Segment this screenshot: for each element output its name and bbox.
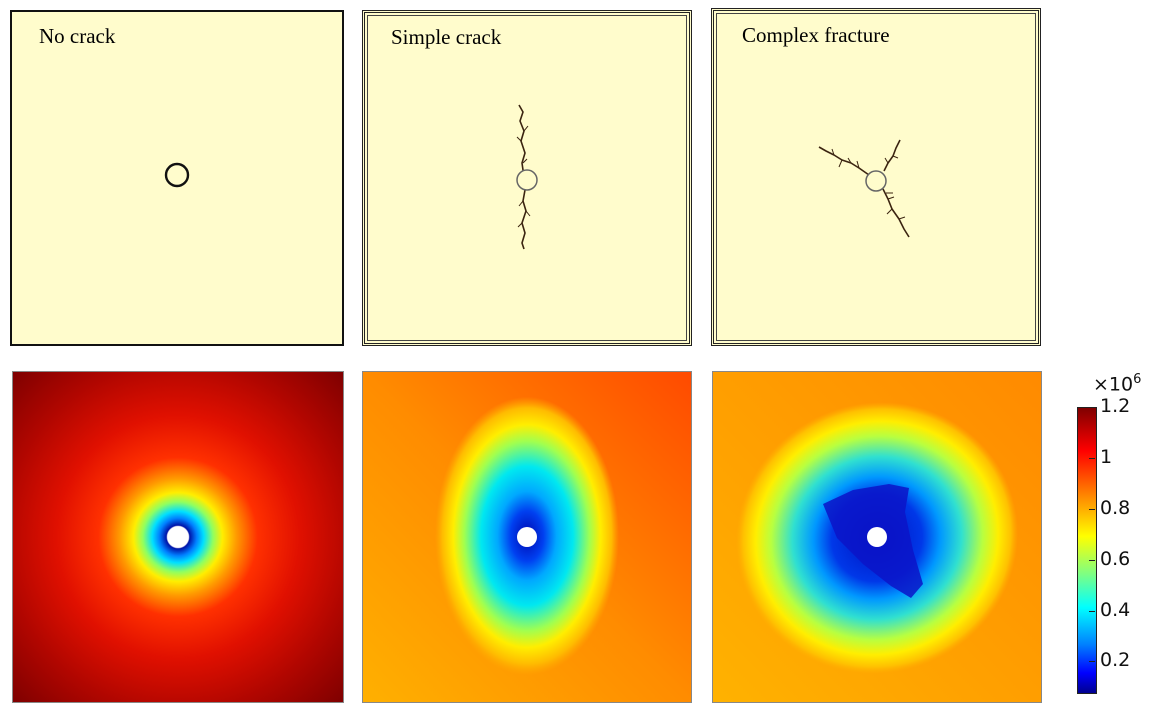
colorbar-tick-label: 0.8 xyxy=(1100,496,1131,519)
colorbar-multiplier: ×106 xyxy=(1093,372,1142,396)
borehole-circle xyxy=(164,162,190,188)
crack-lower-right xyxy=(882,188,910,238)
stress-map-simple-crack xyxy=(362,371,692,703)
simple-crack-diagram xyxy=(516,104,538,250)
stress-map-no-crack xyxy=(12,371,344,703)
crack-upper xyxy=(518,104,526,178)
borehole xyxy=(168,527,188,547)
complex-fracture-diagram xyxy=(818,139,910,238)
colorbar-tick-label: 0.6 xyxy=(1100,547,1131,570)
colorbar-tick-label: 0.2 xyxy=(1100,649,1131,672)
colorbar-tick-label: 0.4 xyxy=(1100,598,1131,621)
crack-lower-right-branch xyxy=(886,192,906,220)
crack-right-up-branch xyxy=(884,155,899,164)
stress-map-complex-fracture xyxy=(712,371,1042,703)
colorbar-tick-mark xyxy=(1089,661,1095,663)
panel-label: Simple crack xyxy=(391,25,502,49)
colorbar-tick-mark xyxy=(1089,610,1095,612)
crack-right-up xyxy=(883,139,901,172)
crack-upper-branch xyxy=(516,125,529,164)
crack-left-branch xyxy=(831,148,860,169)
colorbar-tick-label: 1 xyxy=(1100,445,1113,468)
crack-lower-branch xyxy=(517,200,531,228)
panel-label: No crack xyxy=(39,24,116,48)
colorbar-tick-mark xyxy=(1089,508,1095,510)
colorbar-tick-mark xyxy=(1089,559,1095,561)
colorbar-tick-label: 1.2 xyxy=(1100,395,1131,417)
crack-lower xyxy=(521,189,527,250)
colorbar-tick-mark xyxy=(1089,457,1095,459)
panel-label: Complex fracture xyxy=(742,23,890,47)
borehole-diagram xyxy=(164,162,190,188)
panel-no-crack: No crack xyxy=(10,10,344,346)
borehole xyxy=(867,527,887,547)
panel-simple-crack: Simple crack xyxy=(362,10,692,346)
colorbar xyxy=(1077,407,1097,694)
colorbar-tick-mark xyxy=(1089,407,1095,408)
borehole xyxy=(517,527,537,547)
borehole-circle xyxy=(516,169,538,191)
borehole-circle xyxy=(865,170,887,192)
crack-left xyxy=(818,146,870,176)
panel-complex-fracture: Complex fracture xyxy=(711,8,1041,346)
